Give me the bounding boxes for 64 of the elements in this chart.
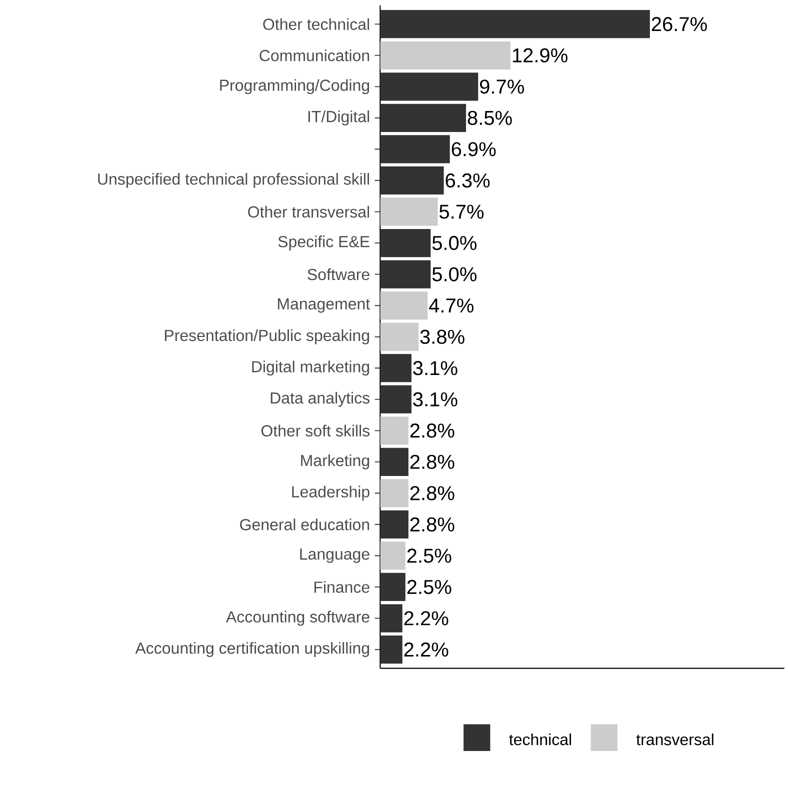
data-label: 2.8% — [410, 454, 454, 469]
bar — [380, 510, 408, 539]
data-label: 6.9% — [452, 142, 496, 156]
bar — [380, 72, 478, 101]
bar — [380, 10, 650, 38]
bar — [380, 604, 402, 632]
data-label: 2.2% — [404, 642, 448, 657]
data-label: 26.7% — [652, 17, 707, 32]
y-tick-label: Data analytics — [270, 392, 370, 407]
data-label: 4.7% — [428, 298, 474, 313]
data-label: 3.1% — [413, 392, 458, 406]
data-label: 5.0% — [432, 267, 476, 282]
y-tick-label: Specific E&E — [278, 236, 370, 250]
bar — [380, 166, 444, 195]
bar — [380, 354, 412, 382]
y-tick-label: Marketing — [300, 454, 369, 470]
data-label: 2.8% — [410, 517, 454, 532]
bar — [380, 291, 428, 320]
y-tick-label: Software — [308, 268, 370, 280]
legend-label: technical — [509, 733, 571, 746]
bar — [380, 135, 450, 164]
bar — [380, 448, 408, 476]
y-tick-label: Accounting certification upskilling — [135, 642, 369, 657]
y-tick-label: Other technical — [263, 18, 369, 30]
bar — [380, 385, 412, 414]
y-tick-label: IT/Digital — [308, 110, 369, 126]
data-label: 2.8% — [410, 486, 454, 500]
bar — [380, 542, 406, 570]
y-tick-label: Accounting software — [226, 610, 370, 626]
data-label: 6.3% — [446, 173, 490, 188]
y-tick-label: Other soft skills — [261, 424, 370, 436]
y-tick-label: Programming/Coding — [220, 79, 369, 94]
y-tick-label: Language — [300, 548, 370, 563]
bar — [380, 41, 510, 70]
data-label: 3.1% — [413, 361, 458, 376]
bar — [380, 635, 402, 664]
y-tick-label: Management — [278, 298, 370, 313]
data-label: 12.9% — [512, 48, 568, 62]
y-tick-label: General education — [240, 518, 369, 530]
data-label: 2.8% — [410, 424, 454, 438]
data-label: 3.8% — [420, 330, 464, 344]
y-tick-label: Presentation/Public speaking — [164, 329, 369, 344]
y-tick-label: Finance — [314, 581, 370, 593]
bar — [380, 104, 466, 132]
y-tick-label: Other transversal — [248, 206, 369, 218]
y-tick-label: Communication — [260, 50, 369, 62]
bar — [380, 198, 438, 226]
y-tick-label: Digital marketing — [252, 360, 369, 376]
data-label: 9.7% — [480, 80, 524, 94]
bar — [380, 322, 418, 351]
data-label: 2.5% — [407, 580, 452, 594]
bar — [380, 416, 408, 445]
bar — [380, 228, 431, 258]
data-label: 2.5% — [407, 548, 452, 563]
y-tick-label: Leadership — [292, 486, 370, 501]
bar — [380, 479, 408, 508]
data-label: 5.7% — [439, 204, 484, 219]
bar — [380, 572, 406, 602]
data-label: 2.2% — [404, 611, 448, 626]
data-label: 8.5% — [468, 110, 512, 125]
y-tick-label: Unspecified technical professional skill — [98, 173, 369, 188]
bar — [380, 260, 431, 288]
legend-label: transversal — [636, 733, 714, 746]
data-label: 5.0% — [432, 236, 476, 250]
